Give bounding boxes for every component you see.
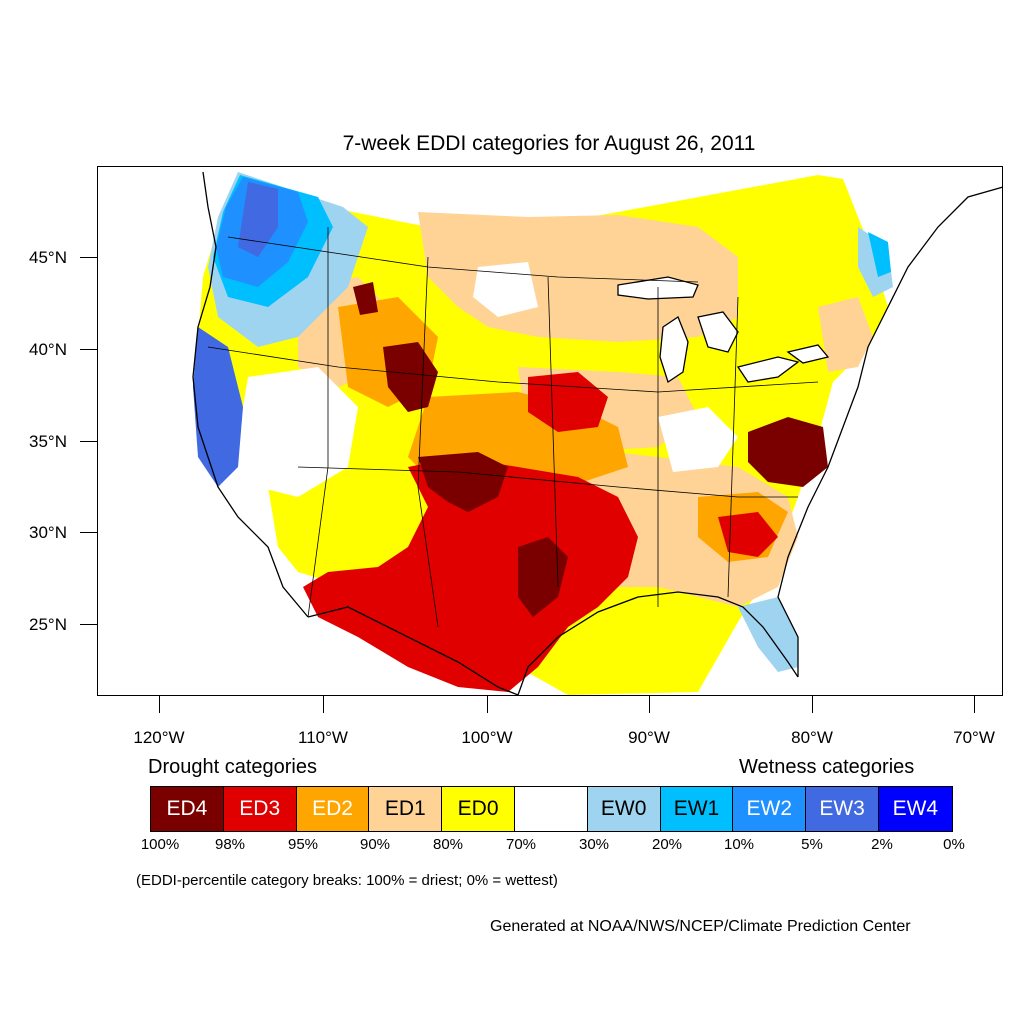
lon-tick [159,696,160,713]
region-washington-ew3 [238,182,278,257]
legend-break: 70% [505,836,537,853]
region-northeast-ed1 [818,297,873,372]
lon-tick [649,696,650,713]
region-wyoming-ed4 [383,342,438,412]
legend-footnote: (EDDI-percentile category breaks: 100% =… [136,872,558,889]
region-southeast-ed3 [718,512,778,557]
coastlines [192,171,1002,695]
lon-tick [812,696,813,713]
lon-tick [487,696,488,713]
legend-swatch-ew1: EW1 [660,787,734,831]
region-missouri-ed3 [528,372,608,432]
region-ohio-valley-white [658,407,738,472]
legend-break: 2% [871,836,893,853]
credit-line: Generated at NOAA/NWS/NCEP/Climate Predi… [490,918,911,935]
region-texas-oklahoma-ed4 [418,452,508,512]
lat-label: 40°N [29,340,67,359]
lat-tick [80,441,97,442]
lon-label: 90°W [628,728,670,747]
region-central-texas-ed4 [518,537,568,617]
legend-break: 20% [651,836,683,853]
legend-swatch-ed4: ED4 [151,787,224,831]
legend-swatch-ed0: ED0 [442,787,515,831]
region-california-ew3 [193,327,243,487]
legend-break: 10% [723,836,755,853]
lat-label: 45°N [29,248,67,267]
legend-break: 5% [801,836,823,853]
great-lakes [617,276,830,384]
region-maine-ew1 [868,232,891,277]
legend-break: 80% [432,836,464,853]
lon-tick [974,696,975,713]
legend-break: 100% [140,836,180,853]
legend-break: 95% [287,836,319,853]
lon-label: 120°W [133,728,185,747]
lat-tick [80,624,97,625]
region-upper-midwest-white [473,262,538,317]
legend-break: 0% [943,836,965,853]
legend-swatch-normal [514,787,588,831]
lon-label: 110°W [298,728,348,747]
legend-swatch-ed3: ED3 [223,787,297,831]
legend-swatch-ed1: ED1 [369,787,443,831]
map-frame [97,166,1003,696]
legend-swatch-ed2: ED2 [296,787,370,831]
legend-swatch-ew3: EW3 [806,787,879,831]
legend-break: 30% [578,836,610,853]
legend-break: 90% [359,836,391,853]
lat-tick [80,257,97,258]
legend-break: 98% [214,836,246,853]
lat-tick [80,532,97,533]
lat-tick [80,349,97,350]
lon-label: 80°W [791,728,833,747]
legend-colorbar: ED4 ED3 ED2 ED1 ED0 EW0 EW1 EW2 EW3 EW4 [150,786,953,832]
lat-label: 30°N [29,523,67,542]
legend-swatch-ew4: EW4 [878,787,952,831]
legend-swatch-ew0: EW0 [587,787,661,831]
region-southern-plains-ed3 [303,457,638,692]
eddi-map [192,171,1002,695]
legend-swatch-ew2: EW2 [733,787,807,831]
region-idaho-ed4 [353,282,378,315]
region-carolinas-ed4 [748,417,828,487]
chart-title: 7-week EDDI categories for August 26, 20… [342,132,756,155]
lat-label: 35°N [29,432,67,451]
lon-label: 100°W [461,728,513,747]
state-boundaries [207,227,819,628]
lat-label: 25°N [29,615,67,634]
lon-label: 70°W [953,728,995,747]
legend-heading-wetness: Wetness categories [739,756,915,778]
lon-tick [323,696,324,713]
legend-heading-drought: Drought categories [148,756,317,778]
